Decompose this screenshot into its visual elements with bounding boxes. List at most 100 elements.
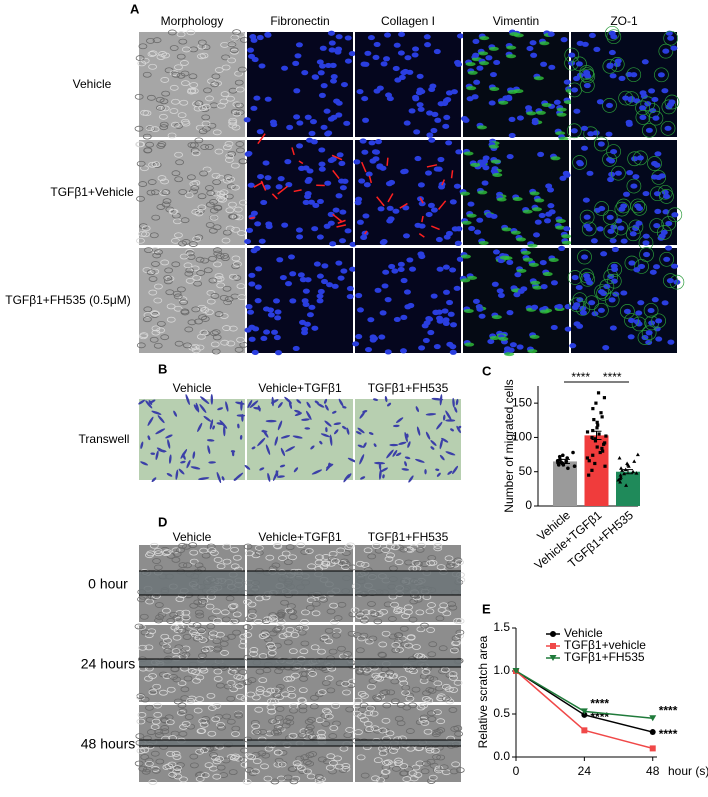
nucleus (317, 298, 324, 303)
nucleus (319, 93, 326, 98)
nucleus (278, 176, 285, 181)
nucleus (497, 288, 504, 293)
nucleus (285, 281, 292, 286)
nucleus (493, 60, 500, 65)
nucleus (665, 245, 672, 250)
significance: **** (571, 370, 590, 384)
nucleus (318, 162, 325, 167)
row-label: TGFβ1+Vehicle (50, 185, 134, 199)
nucleus (345, 35, 352, 40)
legend-label: TGFβ1+FH535 (564, 650, 645, 664)
nucleus (385, 297, 392, 302)
nucleus (436, 316, 443, 321)
nucleus (643, 252, 650, 257)
nucleus (345, 228, 352, 233)
nucleus (482, 180, 489, 185)
scratch-gap (355, 659, 461, 667)
point (590, 436, 593, 439)
nucleus (301, 330, 308, 335)
nucleus (324, 109, 331, 114)
micrograph (461, 30, 576, 141)
nucleus (336, 34, 343, 39)
micrograph (244, 246, 356, 355)
nucleus (434, 118, 441, 123)
point (600, 447, 603, 450)
significance: **** (659, 727, 678, 741)
nucleus (548, 32, 555, 37)
micrograph (244, 31, 356, 137)
filament (491, 160, 501, 164)
nucleus (425, 316, 432, 321)
series-line (516, 671, 653, 732)
column-header: TGFβ1+FH535 (368, 530, 449, 544)
nucleus (417, 74, 424, 79)
nucleus (437, 267, 444, 272)
filament (532, 207, 542, 211)
nucleus (639, 115, 646, 120)
nucleus (602, 345, 609, 350)
nucleus (347, 294, 354, 299)
nucleus (330, 63, 337, 68)
nucleus (449, 267, 456, 272)
filament (557, 113, 567, 117)
nucleus (360, 138, 367, 143)
nucleus (328, 116, 335, 121)
nucleus (587, 131, 594, 136)
nucleus (473, 299, 480, 304)
nucleus (253, 95, 260, 100)
nucleus (338, 275, 345, 280)
nucleus (382, 283, 389, 288)
point (595, 426, 598, 429)
nucleus (244, 117, 251, 122)
nucleus (379, 166, 386, 171)
nucleus (652, 297, 659, 302)
nucleus (329, 47, 336, 52)
nucleus (609, 297, 616, 302)
nucleus (264, 32, 271, 37)
filament (479, 241, 489, 245)
filament (500, 256, 510, 260)
nucleus (429, 83, 436, 88)
nucleus (442, 308, 449, 313)
nucleus (450, 322, 457, 327)
nucleus (251, 248, 258, 253)
nucleus (357, 307, 364, 312)
nucleus (564, 79, 571, 84)
point (591, 429, 594, 432)
nucleus (304, 194, 311, 199)
nucleus (247, 310, 254, 315)
micrograph (571, 137, 682, 250)
scratch-gap (247, 659, 353, 667)
nucleus (506, 260, 513, 265)
nucleus (626, 120, 633, 125)
filament (489, 47, 499, 51)
nucleus (349, 51, 356, 56)
nucleus (630, 231, 637, 236)
nucleus (510, 342, 517, 347)
nucleus (345, 58, 352, 63)
nucleus (540, 62, 547, 67)
filament (534, 198, 544, 202)
nucleus (598, 141, 605, 146)
nucleus (583, 72, 590, 77)
scratch-gap (355, 740, 461, 746)
nucleus (268, 312, 275, 317)
filament (464, 152, 474, 156)
nucleus (276, 184, 283, 189)
filament (507, 90, 517, 94)
filament (466, 62, 476, 66)
row-label: Transwell (79, 432, 130, 446)
nucleus (426, 212, 433, 217)
nucleus (558, 246, 565, 251)
nucleus (607, 229, 614, 234)
nucleus (353, 159, 360, 164)
nucleus (667, 278, 674, 283)
nucleus (476, 307, 483, 312)
nucleus (476, 218, 483, 223)
nucleus (454, 184, 461, 189)
nucleus (431, 112, 438, 117)
column-header: Vehicle+TGFβ1 (258, 381, 342, 395)
panel-label: A (130, 1, 140, 16)
column-header: ZO-1 (610, 14, 638, 28)
micrograph (568, 245, 684, 353)
